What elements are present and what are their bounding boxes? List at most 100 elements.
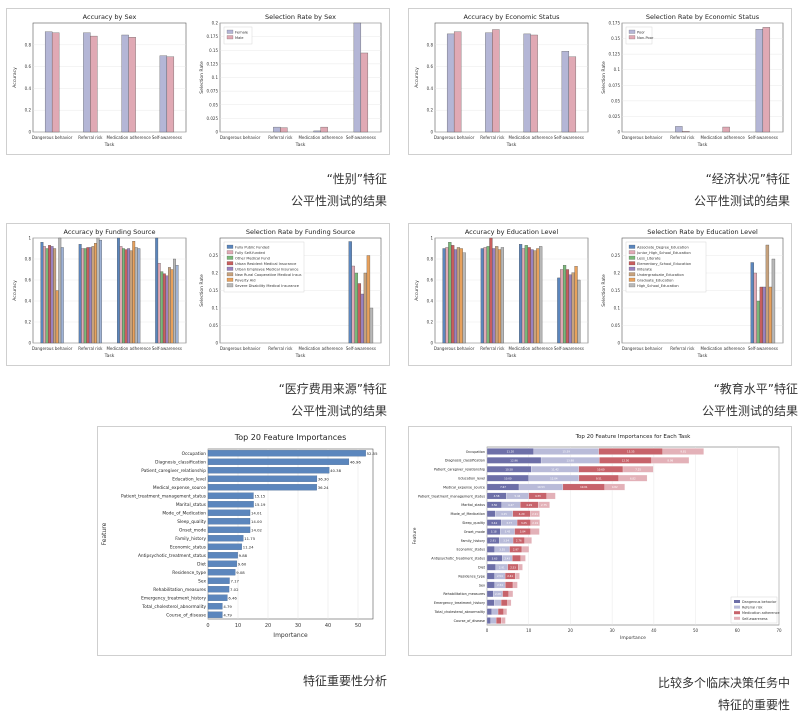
bar-segment [486, 546, 495, 553]
bar [530, 249, 534, 344]
y-tick-label: 0.075 [207, 89, 219, 94]
y-tick-label: Patient_treatment_management_status [418, 494, 485, 498]
bar [565, 269, 570, 344]
bar [571, 272, 575, 344]
bar-segment [662, 448, 704, 455]
y-tick-label: 0.175 [609, 21, 621, 26]
y-tick-label: 0.6 [427, 64, 434, 69]
bar [446, 33, 455, 133]
data-label: 12.96 [510, 459, 518, 463]
legend-swatch [628, 283, 636, 288]
caption-line: 公平性测试的结果 [693, 194, 790, 208]
bar [58, 237, 62, 344]
bar [207, 526, 251, 533]
bar [134, 247, 138, 344]
bar [568, 274, 572, 344]
y-tick-label: Diagnosis_classification [155, 459, 206, 465]
bar [55, 290, 59, 344]
bar [207, 535, 244, 542]
bar [351, 265, 355, 344]
legend-swatch [226, 250, 234, 255]
data-label: 2.54 [497, 583, 503, 587]
y-axis-label: Feature [101, 522, 108, 545]
chart-title: Accuracy by Education Level [465, 228, 559, 236]
y-tick-label: 0.1 [212, 75, 219, 80]
legend-swatch [226, 255, 234, 260]
bar-segment [507, 599, 512, 606]
legend-swatch [226, 35, 234, 40]
data-label: 11.20 [507, 450, 515, 454]
bar [320, 126, 328, 133]
legend-label: Other Medical Fund [235, 256, 270, 260]
feature-importance-chart: Top 20 Feature Importances 0 10 20 30 40 50 Imp… [101, 433, 378, 639]
data-label: 7.02 [230, 587, 239, 592]
y-tick-label: Patient_caregiver_relationship [434, 468, 485, 472]
data-label: 11.24 [243, 544, 254, 549]
subplot: Selection Rate by Education Level 0 0.05 0.… [601, 228, 784, 359]
bar [495, 246, 499, 344]
bar [483, 247, 487, 344]
bar [456, 247, 461, 344]
bar [489, 237, 493, 344]
data-label: 3.63 [492, 556, 498, 560]
bar [207, 611, 223, 618]
bar [207, 518, 251, 525]
chart-panel-sex: Accuracy by Sex 0 0.2 0.4 0.6 0.8 Accuracy Task… [6, 8, 390, 155]
y-tick-label: Emergency_treatment_history [141, 595, 206, 601]
caption-importance: 特征重要性分析 [303, 670, 387, 692]
bar [492, 248, 496, 344]
bar [207, 560, 237, 567]
y-tick-label: 0 [28, 130, 31, 135]
bar-segment [521, 546, 530, 553]
y-tick-label: 0 [617, 341, 620, 346]
bar [768, 286, 773, 344]
bar [530, 34, 538, 133]
bar [94, 243, 97, 344]
chart-title: Top 20 Feature Importances for Each Task [575, 434, 692, 440]
legend-swatch [628, 29, 636, 34]
legend-label: Associate_Degree_Education [637, 245, 689, 249]
bar-segment [538, 501, 550, 509]
x-axis-label: Task [697, 353, 708, 359]
y-tick-label: 0.15 [611, 36, 620, 41]
bar [83, 248, 87, 344]
y-tick-label: Family_history [175, 536, 206, 542]
y-tick-label: Patient_caregiver_relationship [141, 468, 206, 474]
x-tick-label: Self-awareness [748, 346, 778, 351]
y-tick-label: 0.6 [25, 278, 32, 283]
x-tick-label: Referral risk [480, 135, 505, 140]
y-tick-label: 0.4 [427, 86, 434, 91]
bar [497, 249, 502, 344]
x-tick-label: Dangerous behavior [32, 346, 73, 351]
legend-box [625, 241, 707, 293]
plot-frame [207, 448, 374, 620]
data-label: 2.97 [513, 548, 519, 552]
x-tick-label: Self-awareness [152, 346, 182, 351]
legend-label: Poverty Aid [235, 278, 255, 282]
data-label: 7.67 [500, 485, 506, 489]
bar [357, 283, 362, 344]
y-tick-label: Marital_status [461, 503, 485, 507]
x-axis-label: Task [506, 142, 517, 148]
bar-segment [497, 608, 504, 615]
bar [207, 450, 366, 457]
x-tick-label: Medication adherence [298, 346, 343, 351]
bar [448, 242, 452, 344]
bar-segment [490, 617, 497, 624]
caption-line: “经济状况”特征 [705, 172, 790, 186]
y-tick-label: Occupation [182, 451, 207, 457]
legend-label: Urban Employee Medical Insurance [235, 267, 299, 271]
legend-label: Fully Public Funded [235, 245, 269, 249]
bar [175, 265, 179, 344]
subplot: Selection Rate by Sex 0 0.025 0.05 0.075 0.1 0… [199, 13, 382, 148]
legend-swatch [628, 250, 636, 255]
bar-segment [486, 572, 495, 580]
bar [117, 237, 120, 344]
x-tick-label: Referral risk [268, 135, 293, 140]
bar [521, 248, 526, 344]
subplot: Accuracy by Education Level 0 0.2 0.4 0.6 0.8… [414, 228, 589, 359]
y-tick-label: Medical_expense_source [153, 485, 206, 491]
y-tick-label: Family_history [461, 539, 485, 543]
y-tick-label: Medical_expense_source [443, 485, 485, 489]
bar [453, 249, 458, 344]
